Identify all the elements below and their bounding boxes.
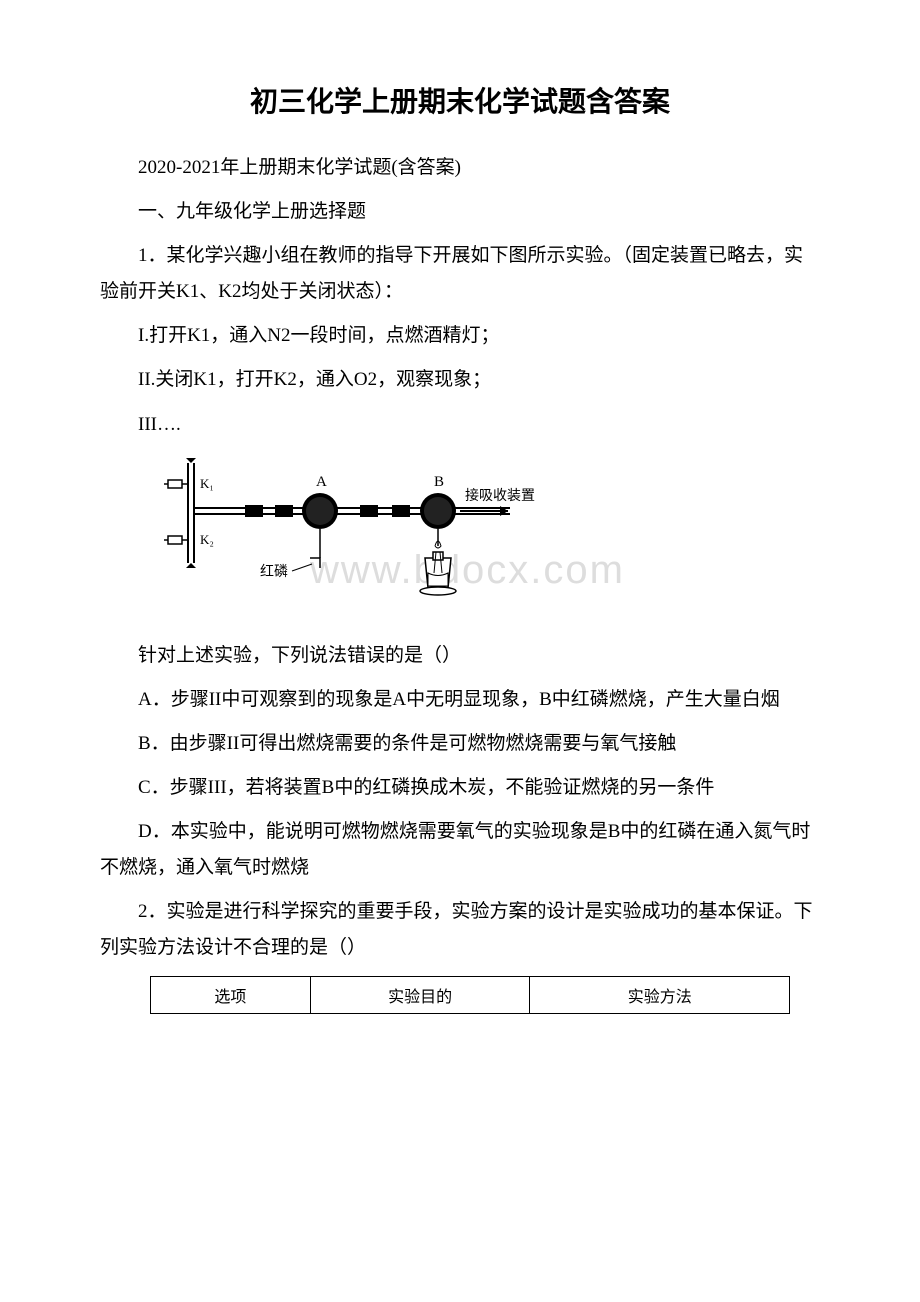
subtitle-text: 2020-2021年上册期末化学试题(含答案): [100, 150, 820, 186]
table-header-purpose: 实验目的: [310, 977, 530, 1014]
q1-opt-d: D．本实验中，能说明可燃物燃烧需要氧气的实验现象是B中的红磷在通入氮气时不燃烧，…: [100, 814, 820, 886]
label-b: B: [434, 474, 444, 490]
q1-step3: III….: [100, 407, 820, 443]
experiment-diagram: www.bdocx.com K₁ K₂ A 红磷: [160, 458, 580, 618]
label-a: A: [316, 474, 327, 490]
q1-prompt: 针对上述实验，下列说法错误的是（）: [100, 638, 820, 674]
label-k1: K₁: [200, 476, 214, 491]
label-k2: K₂: [200, 532, 214, 547]
label-absorb: 接吸收装置: [465, 487, 535, 504]
q1-opt-b: B．由步骤II可得出燃烧需要的条件是可燃物燃烧需要与氧气接触: [100, 726, 820, 762]
label-hongling: 红磷: [260, 564, 288, 580]
q2-stem: 2．实验是进行科学探究的重要手段，实验方案的设计是实验成功的基本保证。下列实验方…: [100, 894, 820, 966]
diagram-svg: K₁ K₂ A 红磷 B 接吸收装置: [160, 458, 580, 618]
q1-opt-a: A．步骤II中可观察到的现象是A中无明显现象，B中红磷燃烧，产生大量白烟: [100, 682, 820, 718]
table-row: 选项 实验目的 实验方法: [151, 977, 790, 1014]
section-heading: 一、九年级化学上册选择题: [100, 194, 820, 230]
q1-step1: I.打开K1，通入N2一段时间，点燃酒精灯；: [100, 318, 820, 354]
q2-table: 选项 实验目的 实验方法: [150, 976, 790, 1014]
q1-stem: 1．某化学兴趣小组在教师的指导下开展如下图所示实验。（固定装置已略去，实验前开关…: [100, 238, 820, 310]
table-header-option: 选项: [151, 977, 311, 1014]
table-header-method: 实验方法: [530, 977, 790, 1014]
q1-step2: II.关闭K1，打开K2，通入O2，观察现象；: [100, 362, 820, 398]
page-title: 初三化学上册期末化学试题含答案: [100, 80, 820, 120]
q1-opt-c: C．步骤III，若将装置B中的红磷换成木炭，不能验证燃烧的另一条件: [100, 770, 820, 806]
